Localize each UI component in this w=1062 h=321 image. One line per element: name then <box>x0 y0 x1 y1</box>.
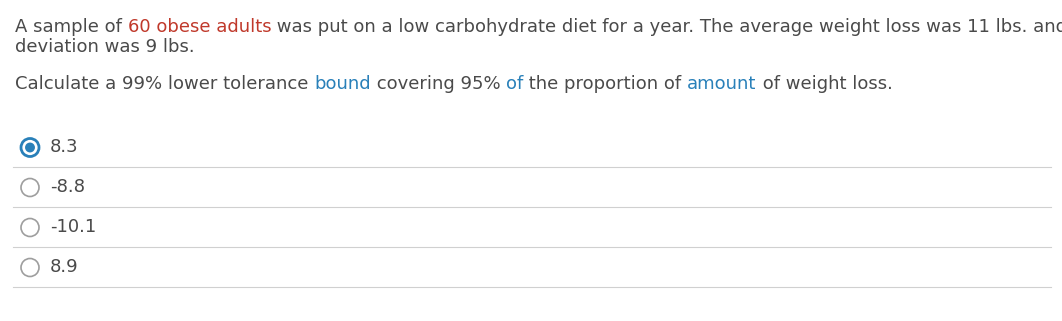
Text: Calculate a 99% lower tolerance: Calculate a 99% lower tolerance <box>15 75 314 93</box>
Text: A sample of: A sample of <box>15 18 127 36</box>
Text: the proportion of: the proportion of <box>524 75 687 93</box>
Text: 60 obese adults: 60 obese adults <box>127 18 271 36</box>
Text: -10.1: -10.1 <box>50 219 97 237</box>
Text: bound: bound <box>314 75 371 93</box>
Text: of: of <box>507 75 524 93</box>
Text: 8.3: 8.3 <box>50 138 79 157</box>
Text: amount: amount <box>687 75 756 93</box>
Text: of weight loss.: of weight loss. <box>756 75 892 93</box>
Text: 8.9: 8.9 <box>50 258 79 276</box>
Text: covering 95%: covering 95% <box>371 75 507 93</box>
Text: -8.8: -8.8 <box>50 178 85 196</box>
Text: was put on a low carbohydrate diet for a year. The average weight loss was 11 lb: was put on a low carbohydrate diet for a… <box>271 18 1062 36</box>
Text: deviation was 9 lbs.: deviation was 9 lbs. <box>15 38 194 56</box>
